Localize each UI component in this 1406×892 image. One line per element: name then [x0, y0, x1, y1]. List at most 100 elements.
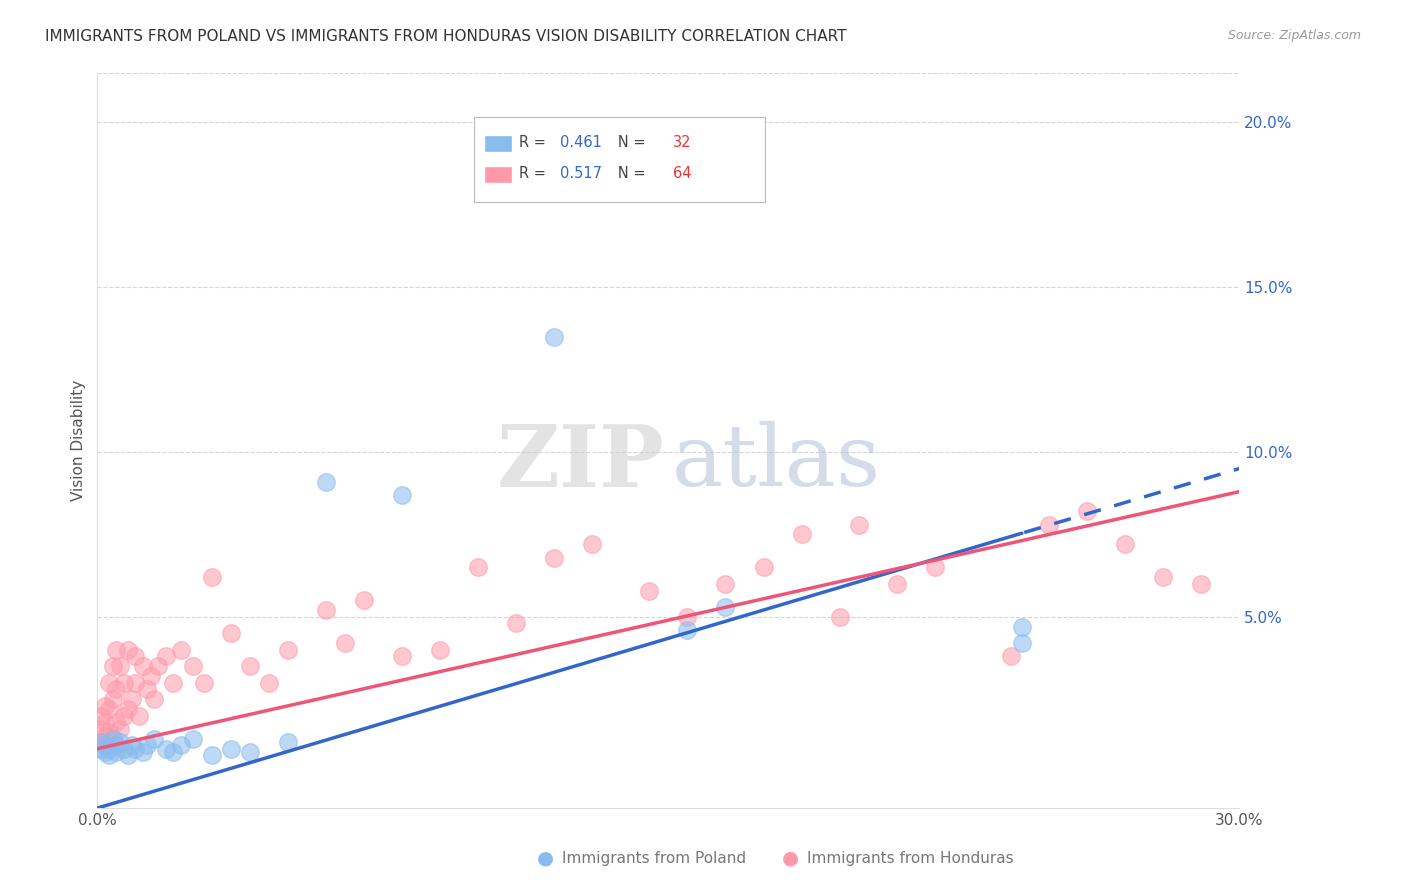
Text: ZIP: ZIP	[498, 421, 665, 505]
Point	[117, 643, 139, 657]
FancyBboxPatch shape	[485, 135, 512, 153]
Point	[112, 708, 135, 723]
Point	[543, 329, 565, 343]
Point	[1076, 504, 1098, 518]
Point	[1011, 636, 1033, 650]
Point	[1038, 517, 1060, 532]
Text: 0.461: 0.461	[560, 136, 602, 151]
Point	[162, 675, 184, 690]
Point	[181, 659, 204, 673]
Point	[101, 659, 124, 673]
Point	[128, 708, 150, 723]
Point	[108, 659, 131, 673]
Point	[315, 475, 337, 489]
Point	[132, 745, 155, 759]
Point	[94, 698, 117, 713]
Point	[97, 741, 120, 756]
Point	[714, 577, 737, 591]
Text: 0.517: 0.517	[560, 166, 602, 181]
Point	[467, 560, 489, 574]
Point	[132, 659, 155, 673]
Point	[124, 741, 146, 756]
Point	[676, 610, 699, 624]
Text: ●: ●	[537, 848, 554, 868]
Point	[139, 669, 162, 683]
Text: N =: N =	[605, 136, 651, 151]
Point	[101, 731, 124, 746]
Point	[108, 735, 131, 749]
FancyBboxPatch shape	[485, 166, 512, 183]
Point	[94, 729, 117, 743]
Point	[505, 616, 527, 631]
Point	[94, 715, 117, 730]
Point	[828, 610, 851, 624]
Point	[90, 735, 112, 749]
Point	[117, 702, 139, 716]
Point	[391, 649, 413, 664]
Point	[148, 659, 170, 673]
Point	[124, 675, 146, 690]
Point	[257, 675, 280, 690]
Point	[181, 731, 204, 746]
Point	[112, 675, 135, 690]
Point	[117, 748, 139, 763]
Point	[1000, 649, 1022, 664]
Point	[543, 550, 565, 565]
Point	[239, 745, 262, 759]
Text: Immigrants from Poland: Immigrants from Poland	[562, 851, 747, 865]
Point	[200, 570, 222, 584]
Y-axis label: Vision Disability: Vision Disability	[72, 380, 86, 501]
Point	[90, 735, 112, 749]
Point	[105, 682, 128, 697]
Point	[105, 715, 128, 730]
Point	[315, 603, 337, 617]
Point	[155, 649, 177, 664]
Point	[200, 748, 222, 763]
Point	[924, 560, 946, 574]
Point	[94, 745, 117, 759]
Point	[429, 643, 451, 657]
Text: ●: ●	[782, 848, 799, 868]
Point	[219, 626, 242, 640]
Point	[193, 675, 215, 690]
FancyBboxPatch shape	[474, 117, 765, 202]
Point	[714, 599, 737, 614]
Text: 32: 32	[673, 136, 692, 151]
Point	[121, 692, 143, 706]
Point	[97, 675, 120, 690]
Point	[90, 722, 112, 736]
Point	[143, 731, 166, 746]
Point	[108, 722, 131, 736]
Point	[638, 583, 661, 598]
Text: Immigrants from Honduras: Immigrants from Honduras	[807, 851, 1014, 865]
Point	[1011, 620, 1033, 634]
Point	[155, 741, 177, 756]
Point	[239, 659, 262, 673]
Point	[219, 741, 242, 756]
Text: atlas: atlas	[672, 421, 882, 504]
Point	[101, 692, 124, 706]
Point	[676, 623, 699, 637]
Point	[848, 517, 870, 532]
Point	[105, 745, 128, 759]
Point	[112, 741, 135, 756]
Point	[90, 708, 112, 723]
Point	[170, 643, 193, 657]
Point	[581, 537, 603, 551]
Point	[162, 745, 184, 759]
Point	[97, 748, 120, 763]
Point	[1189, 577, 1212, 591]
Point	[143, 692, 166, 706]
Point	[1114, 537, 1136, 551]
Point	[135, 682, 157, 697]
Point	[886, 577, 908, 591]
Text: IMMIGRANTS FROM POLAND VS IMMIGRANTS FROM HONDURAS VISION DISABILITY CORRELATION: IMMIGRANTS FROM POLAND VS IMMIGRANTS FRO…	[45, 29, 846, 44]
Text: 64: 64	[673, 166, 692, 181]
Point	[124, 649, 146, 664]
Point	[97, 725, 120, 739]
Text: Source: ZipAtlas.com: Source: ZipAtlas.com	[1227, 29, 1361, 42]
Point	[752, 560, 775, 574]
Point	[90, 741, 112, 756]
Text: R =: R =	[519, 136, 550, 151]
Point	[277, 643, 299, 657]
